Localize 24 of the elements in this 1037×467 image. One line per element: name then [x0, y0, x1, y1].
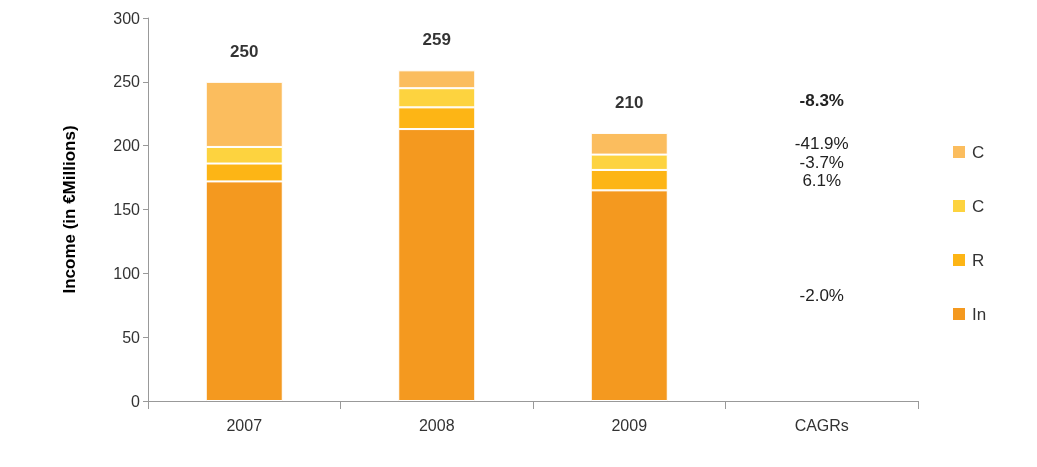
y-tick-label: 100	[113, 264, 141, 282]
legend-label: C	[972, 196, 985, 216]
legend-label: In	[972, 304, 987, 324]
annotation: 6.1%	[802, 170, 842, 190]
annotation: -41.9%	[794, 134, 849, 154]
legend-label: C	[972, 142, 985, 162]
x-tick-label: 2008	[418, 416, 455, 434]
y-axis-title: Income (in €Millions)	[60, 125, 79, 294]
y-tick-label: 200	[113, 137, 141, 155]
x-tick-label: CAGRs	[794, 416, 849, 434]
annotation: -2.0%	[799, 286, 844, 306]
legend-label: R	[972, 250, 985, 270]
x-tick-label: 2007	[226, 416, 263, 434]
total-label: 259	[422, 30, 451, 50]
annotation: -8.3%	[799, 91, 844, 111]
total-label: 250	[230, 41, 259, 61]
total-label: 210	[615, 92, 644, 112]
annotation: -3.7%	[799, 152, 844, 172]
y-tick-label: 300	[113, 9, 141, 27]
y-tick-label: 0	[131, 392, 141, 410]
y-tick-label: 150	[113, 201, 141, 218]
x-tick-label: 2009	[611, 416, 648, 434]
y-tick-label: 250	[113, 73, 141, 91]
y-tick-label: 50	[122, 328, 141, 346]
